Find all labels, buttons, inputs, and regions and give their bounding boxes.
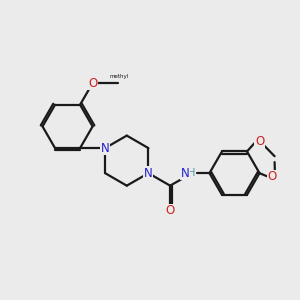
Text: N: N [144,167,153,180]
Text: methyl: methyl [110,74,129,79]
Text: N: N [181,167,190,180]
Text: N: N [101,142,110,154]
Text: O: O [88,76,97,90]
Text: N: N [101,142,110,154]
Text: O: O [267,170,277,183]
Text: O: O [255,135,264,148]
Text: O: O [166,204,175,217]
Text: H: H [188,168,196,178]
